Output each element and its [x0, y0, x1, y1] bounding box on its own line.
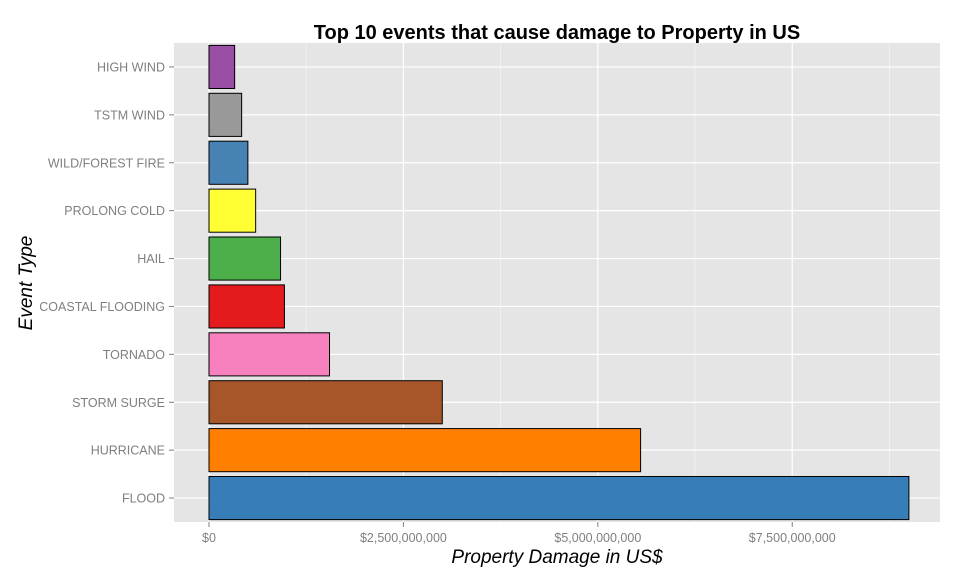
y-tick-label: PROLONG COLD	[64, 204, 165, 218]
x-axis-ticks: $0 $2,500,000,000 $5,000,000,000 $7,500,000…	[202, 522, 836, 545]
y-axis-ticks: FLOOD HURRICANE STORM SURGE TORNADO COASTAL …	[39, 60, 174, 506]
bar-tstm-wind	[208, 92, 243, 137]
bars	[208, 44, 910, 521]
y-tick-label: HURRICANE	[91, 444, 165, 458]
x-tick-label: $2,500,000,000	[360, 531, 447, 545]
y-tick-label: STORM SURGE	[72, 396, 165, 410]
bar-wild-forest-fire	[208, 140, 249, 185]
bar-hurricane	[208, 428, 642, 473]
bar-prolong-cold	[208, 188, 257, 233]
y-tick-label: HIGH WIND	[97, 60, 165, 74]
y-tick-label: COASTAL FLOODING	[39, 300, 165, 314]
chart-title: Top 10 events that cause damage to Prope…	[314, 22, 800, 44]
x-axis-title: Property Damage in US$	[451, 547, 663, 568]
x-tick-label: $5,000,000,000	[554, 531, 641, 545]
x-tick-label: $7,500,000,000	[749, 531, 836, 545]
bar-flood	[208, 475, 910, 521]
bar-tornado	[208, 332, 331, 377]
x-tick-label: $0	[202, 531, 216, 545]
y-tick-label: FLOOD	[122, 492, 165, 506]
y-axis-title: Event Type	[16, 236, 37, 331]
y-tick-label: TORNADO	[103, 348, 166, 362]
bar-coastal-flooding	[208, 284, 285, 329]
bar-high-wind	[208, 44, 236, 90]
bar-storm-surge	[208, 380, 443, 425]
y-tick-label: HAIL	[137, 252, 165, 266]
bar-hail	[208, 236, 282, 281]
y-tick-label: TSTM WIND	[94, 108, 165, 122]
y-tick-label: WILD/FOREST FIRE	[48, 156, 165, 170]
